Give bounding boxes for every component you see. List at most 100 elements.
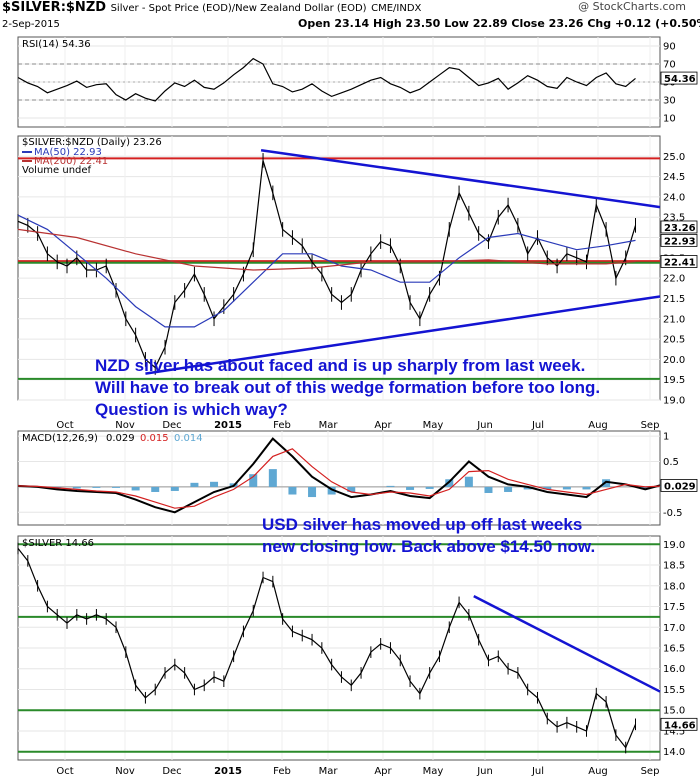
- macd-histogram-bar: [543, 486, 552, 490]
- nzd-xtick-label: Feb: [273, 420, 291, 431]
- usd-xtick-label: Feb: [273, 766, 291, 777]
- open-label: Open: [298, 17, 331, 30]
- usd-xtick-label: Aug: [588, 766, 608, 777]
- nzd-xtick-label: Dec: [162, 420, 181, 431]
- symbol-name: $SILVER:$NZD: [2, 0, 107, 15]
- nzd-value-tag-label: 23.26: [664, 223, 696, 234]
- usd-legend: $SILVER 14.66: [22, 538, 94, 549]
- nzd-annotation-line: NZD silver has about faced and is up sha…: [95, 356, 585, 375]
- macd-ytick-label: -0.5: [663, 508, 683, 519]
- nzd-ytick-label: 21.5: [663, 294, 685, 305]
- chart-date: 2-Sep-2015: [2, 19, 60, 30]
- nzd-trendline: [145, 295, 661, 375]
- ma200-legend: MA(200) 22.41: [34, 156, 108, 167]
- macd-histogram-bar: [190, 482, 199, 487]
- usd-xtick-label: Mar: [319, 766, 339, 777]
- rsi-ytick-label: 10: [663, 114, 676, 125]
- macd-legend-prefix: MACD(12,26,9): [22, 433, 98, 444]
- low-label: Low: [444, 17, 469, 30]
- nzd-value-tag: [660, 220, 698, 234]
- close-label: Close: [511, 17, 545, 30]
- high-label: High: [373, 17, 402, 30]
- nzd-value-tag: [660, 255, 698, 268]
- close-value: 23.26: [548, 17, 584, 30]
- macd-series-macd: [17, 437, 661, 514]
- macd-histogram-bar: [210, 481, 219, 487]
- usd-xtick-label: 2015: [214, 766, 242, 777]
- macd-histogram-bar: [484, 486, 493, 493]
- macd-histogram-bar: [386, 485, 395, 487]
- nzd-ytick-label: 19.0: [663, 396, 685, 407]
- nzd-panel: 19.019.520.020.521.021.522.022.523.023.5…: [17, 135, 698, 407]
- macd-histogram-bar: [464, 476, 473, 487]
- macd-histogram-bar: [268, 469, 277, 487]
- nzd-xtick-label: Jun: [476, 420, 493, 431]
- symbol-exchange: CME/INDX: [371, 3, 422, 14]
- usd-series-price: [17, 548, 637, 749]
- macd-histogram-bar: [641, 486, 650, 490]
- low-value: 22.89: [472, 17, 508, 30]
- chart-header: $SILVER:$NZD Silver - Spot Price (EOD)/N…: [0, 0, 700, 34]
- nzd-ytick-label: 21.0: [663, 314, 685, 325]
- nzd-value-tag: [660, 233, 698, 247]
- rsi-ytick-label: 70: [663, 60, 676, 71]
- nzd-series-ma50: [17, 214, 636, 328]
- usd-panel: 14.0 14.5 15.0 15.5 16.0 16.5 17.0 17.5 18.0 18.5…: [17, 535, 698, 761]
- chg-label: Chg: [587, 17, 612, 30]
- nzd-xtick-label: Jul: [531, 420, 544, 431]
- macd-histogram-bar: [582, 486, 591, 490]
- usd-ytick-label: 18.0: [663, 581, 685, 592]
- rsi-series-rsi14: [17, 57, 636, 102]
- nzd-series-price: [17, 160, 637, 369]
- usd-ytick-label: 19.0: [663, 540, 685, 551]
- rsi-panel: 103050709054.36: [17, 36, 698, 128]
- usd-xtick-label: Oct: [56, 766, 73, 777]
- nzd-value-tag-label: 22.41: [664, 258, 696, 269]
- nzd-legend: $SILVER:$NZD (Daily) 23.26: [22, 137, 162, 148]
- nzd-annotation-line: Will have to break out of this wedge for…: [95, 378, 600, 397]
- nzd-trendline: [260, 148, 661, 209]
- nzd-xtick-label: Oct: [56, 420, 73, 431]
- nzd-ytick-label: 24.5: [663, 172, 685, 183]
- ohlc-readout: Open 23.14 High 23.50 Low 22.89 Close 23…: [298, 17, 700, 30]
- nzd-xtick-label: Nov: [115, 420, 135, 431]
- usd-value-tag: [660, 717, 698, 731]
- rsi-value-tag: [660, 71, 698, 85]
- usd-ytick-label: 14.0: [663, 747, 685, 758]
- usd-annotation-line: new closing low. Back above $14.50 now.: [262, 537, 595, 556]
- usd-value-tag-label: 14.66: [664, 720, 696, 731]
- rsi-legend: RSI(14) 54.36: [22, 39, 91, 50]
- nzd-xtick-label: Apr: [374, 420, 392, 431]
- usd-trendline: [473, 595, 661, 693]
- macd-plot-frame: [17, 430, 661, 526]
- nzd-xtick-label: Sep: [641, 420, 660, 431]
- macd-histogram-bar: [288, 486, 297, 495]
- rsi-value-tag-label: 54.36: [664, 74, 696, 85]
- nzd-series-ma200: [17, 228, 636, 271]
- macd-panel: -0.500.510.029: [17, 430, 698, 526]
- usd-ytick-label: 16.0: [663, 664, 685, 675]
- usd-xtick-label: May: [423, 766, 444, 777]
- macd-legend-signal: 0.015: [140, 433, 169, 444]
- macd-histogram-bar: [112, 486, 121, 488]
- macd-series-signal: [17, 448, 661, 509]
- macd-histogram-bar: [327, 486, 336, 495]
- macd-value-tag: [660, 479, 698, 492]
- macd-histogram-bar: [602, 479, 611, 487]
- symbol-description: Silver - Spot Price (EOD)/New Zealand Do…: [110, 3, 367, 14]
- nzd-value-tag-label: 22.93: [664, 236, 696, 247]
- stockcharts-watermark: @ StockCharts.com: [578, 0, 686, 13]
- macd-value-tag-label: 0.029: [664, 481, 696, 492]
- macd-histogram-bar: [308, 486, 317, 498]
- nzd-xtick-label: May: [423, 420, 444, 431]
- macd-histogram-bar: [72, 486, 81, 489]
- macd-histogram-bar: [170, 486, 179, 491]
- macd-histogram-bar: [504, 486, 513, 492]
- usd-ytick-label: 15.0: [663, 706, 685, 717]
- nzd-ytick-label: 20.5: [663, 335, 685, 346]
- usd-annotation-line: USD silver has moved up off last weeks: [262, 515, 582, 534]
- macd-ytick-label: 0.5: [663, 457, 679, 468]
- macd-legend-hist: 0.014: [174, 433, 203, 444]
- nzd-ytick-label: 23.5: [663, 213, 685, 224]
